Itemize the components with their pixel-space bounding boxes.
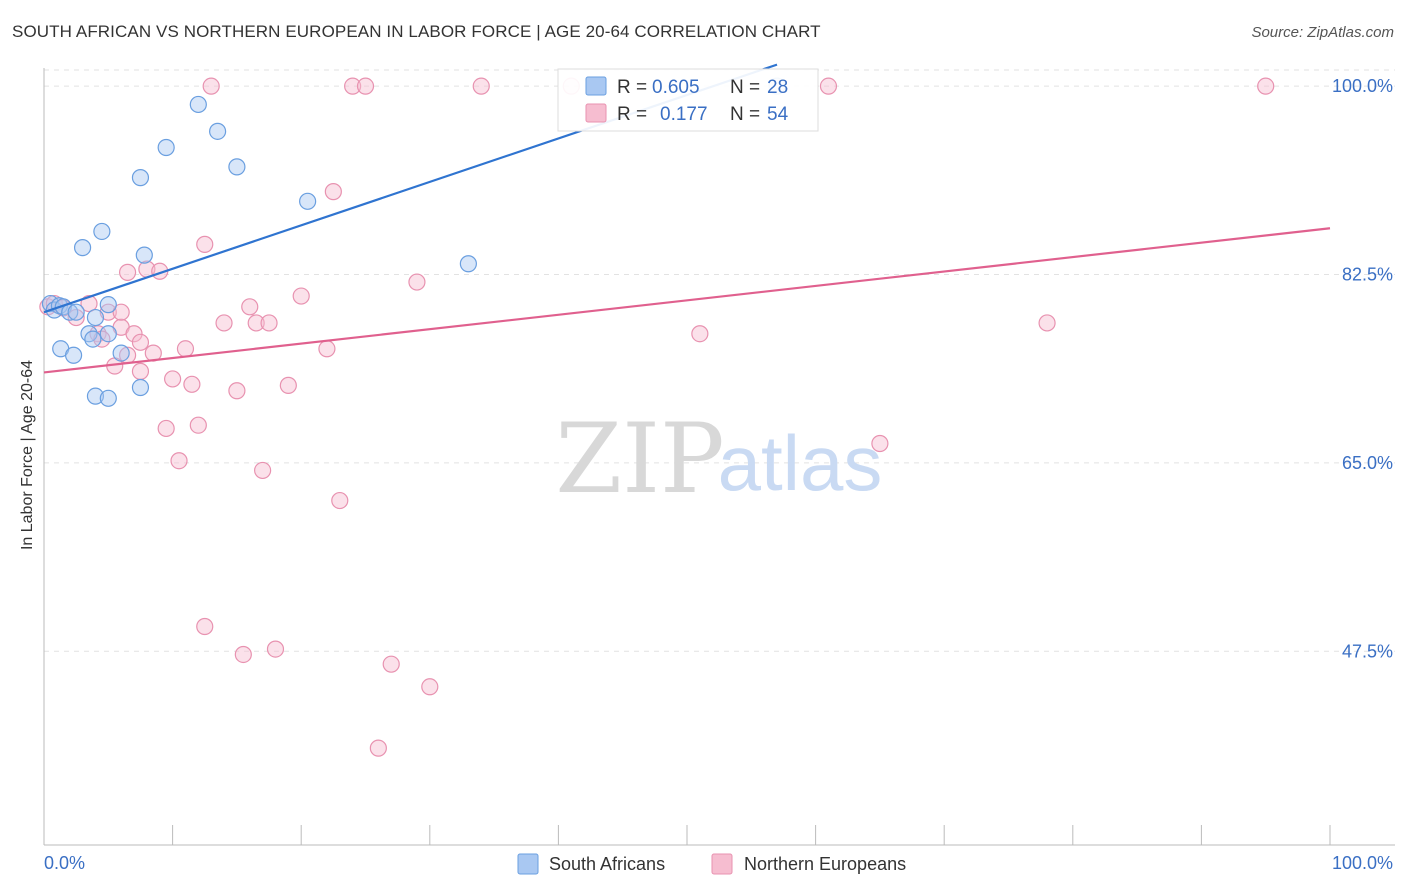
x-tick-label: 0.0% <box>44 853 85 873</box>
point-northern-europeans <box>1257 77 1275 95</box>
y-tick-label: 47.5% <box>1342 641 1393 661</box>
stats-n-value-blue: 28 <box>767 77 788 98</box>
point-south-africans <box>209 122 227 140</box>
point-northern-europeans <box>369 739 387 757</box>
legend-label-northern-europeans: Northern Europeans <box>744 854 906 874</box>
x-tick-label: 100.0% <box>1332 853 1393 873</box>
point-northern-europeans <box>241 298 259 316</box>
legend-swatch-south-africans <box>517 853 539 875</box>
point-northern-europeans <box>421 678 439 696</box>
point-northern-europeans <box>80 294 98 313</box>
point-northern-europeans <box>112 303 130 321</box>
stats-n-label-pink: N = <box>730 104 760 125</box>
point-northern-europeans <box>331 491 349 510</box>
y-tick-label: 82.5% <box>1342 265 1393 285</box>
point-northern-europeans <box>164 370 182 388</box>
point-south-africans <box>99 325 117 343</box>
point-northern-europeans <box>691 325 709 343</box>
stats-legend: R = 0.605 N = 28 R = 0.177 N = 54 <box>557 68 819 132</box>
point-northern-europeans <box>324 183 342 201</box>
series-legend: South Africans Northern Europeans <box>517 853 906 875</box>
point-northern-europeans <box>118 263 137 281</box>
point-south-africans <box>112 344 130 362</box>
point-south-africans <box>135 246 153 264</box>
point-northern-europeans <box>472 77 490 95</box>
stats-r-value-blue: 0.605 <box>652 77 700 98</box>
point-northern-europeans <box>408 273 426 291</box>
point-south-africans <box>67 303 85 321</box>
point-northern-europeans <box>819 77 838 95</box>
point-northern-europeans <box>183 375 201 393</box>
point-northern-europeans <box>196 617 214 636</box>
point-northern-europeans <box>215 314 233 332</box>
gridlines <box>44 69 1395 652</box>
point-northern-europeans <box>344 77 362 95</box>
legend-swatch-northern-europeans <box>711 853 733 875</box>
axes <box>43 68 1395 846</box>
point-northern-europeans <box>260 314 278 332</box>
point-northern-europeans <box>125 325 143 343</box>
point-northern-europeans <box>189 416 207 434</box>
trend-line-northern-europeans <box>43 227 1331 374</box>
source-label: Source: ZipAtlas.com <box>1251 24 1394 41</box>
stats-n-label-blue: N = <box>730 77 760 98</box>
stats-legend-swatch-blue <box>585 76 607 96</box>
point-south-africans <box>73 239 92 257</box>
stats-r-label-blue: R = <box>617 77 647 98</box>
point-south-africans <box>459 255 477 273</box>
point-south-africans <box>86 308 105 327</box>
watermark-zip: ZIP <box>555 403 724 515</box>
point-northern-europeans <box>318 340 336 358</box>
point-south-africans <box>131 169 150 187</box>
point-south-africans <box>157 138 175 157</box>
point-northern-europeans <box>1038 314 1056 332</box>
point-south-africans <box>86 387 105 405</box>
point-south-africans <box>189 95 207 114</box>
point-northern-europeans <box>356 77 375 95</box>
point-northern-europeans <box>131 333 150 351</box>
point-northern-europeans <box>247 314 265 332</box>
point-northern-europeans <box>871 434 889 453</box>
stats-r-label-pink: R = <box>617 104 647 125</box>
point-south-africans <box>228 158 246 176</box>
point-south-africans <box>84 330 102 348</box>
point-northern-europeans <box>279 376 297 394</box>
point-northern-europeans <box>382 655 400 673</box>
point-northern-europeans <box>170 452 188 470</box>
point-northern-europeans <box>254 461 272 480</box>
point-northern-europeans <box>202 77 220 95</box>
point-south-africans <box>131 378 150 397</box>
y-tick-label: 100.0% <box>1332 76 1393 96</box>
point-northern-europeans <box>266 640 285 658</box>
watermark-atlas: atlas <box>718 419 883 507</box>
point-south-africans <box>99 389 117 407</box>
stats-r-value-pink: 0.177 <box>660 104 708 125</box>
y-tick-label: 65.0% <box>1342 453 1393 473</box>
point-northern-europeans <box>131 362 150 380</box>
point-northern-europeans <box>228 382 246 400</box>
point-south-africans <box>93 222 111 241</box>
point-northern-europeans <box>176 340 195 358</box>
point-northern-europeans <box>292 287 310 305</box>
point-northern-europeans <box>234 645 252 664</box>
watermark: ZIP atlas <box>555 403 882 515</box>
stats-n-value-pink: 54 <box>767 104 789 125</box>
stats-legend-swatch-pink <box>585 103 607 123</box>
point-south-africans <box>99 296 117 314</box>
point-northern-europeans <box>196 235 214 253</box>
tick-labels: 100.0% 82.5% 65.0% 47.5% 0.0% 100.0% <box>44 76 1393 873</box>
point-northern-europeans <box>157 419 175 438</box>
point-south-africans <box>64 346 83 364</box>
chart-title: SOUTH AFRICAN VS NORTHERN EUROPEAN IN LA… <box>12 22 821 41</box>
legend-label-south-africans: South Africans <box>549 854 665 874</box>
point-south-africans <box>299 192 317 210</box>
